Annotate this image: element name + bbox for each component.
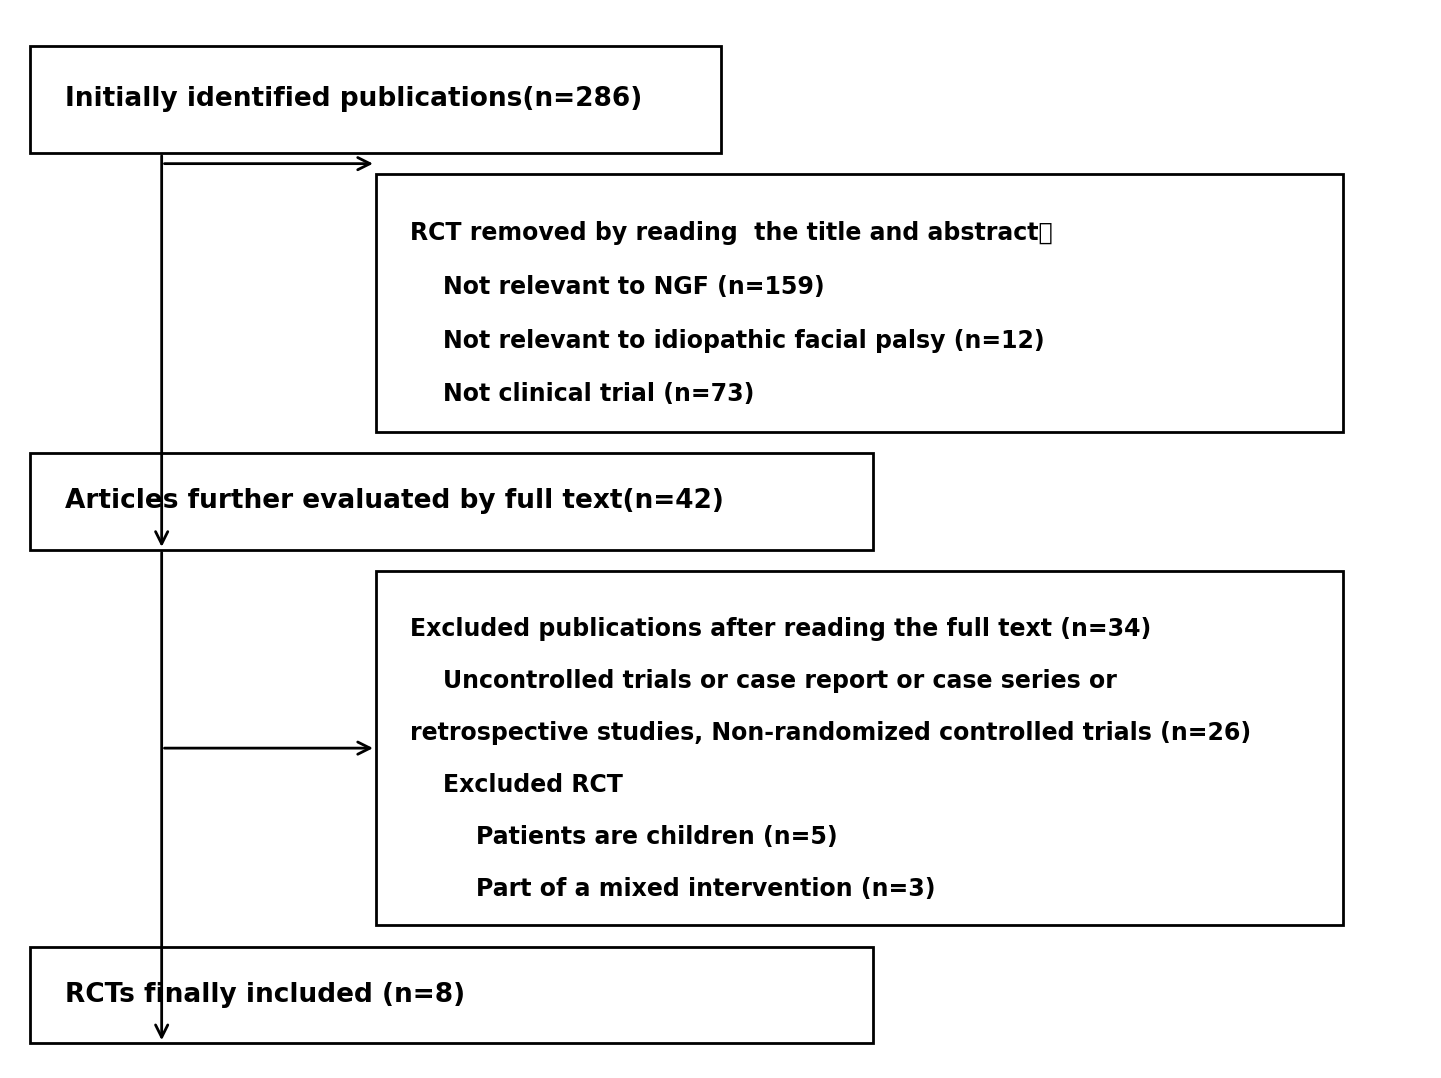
Text: Excluded publications after reading the full text (n=34): Excluded publications after reading the …	[411, 618, 1151, 641]
Text: RCTs finally included (n=8): RCTs finally included (n=8)	[65, 982, 465, 1008]
Text: Articles further evaluated by full text(n=42): Articles further evaluated by full text(…	[65, 488, 723, 514]
Bar	[376, 175, 1343, 432]
Bar	[376, 571, 1343, 925]
Bar	[30, 45, 722, 153]
Text: RCT removed by reading  the title and abstract：: RCT removed by reading the title and abs…	[411, 221, 1053, 246]
Text: Patients are children (n=5): Patients are children (n=5)	[411, 826, 839, 849]
Bar	[30, 946, 873, 1044]
Bar	[30, 453, 873, 550]
Text: Not relevant to idiopathic facial palsy (n=12): Not relevant to idiopathic facial palsy …	[411, 329, 1045, 353]
Text: Initially identified publications(n=286): Initially identified publications(n=286)	[65, 86, 643, 112]
Text: Not relevant to NGF (n=159): Not relevant to NGF (n=159)	[411, 275, 826, 299]
Text: Part of a mixed intervention (n=3): Part of a mixed intervention (n=3)	[411, 877, 935, 901]
Text: Excluded RCT: Excluded RCT	[411, 773, 624, 798]
Text: Not clinical trial (n=73): Not clinical trial (n=73)	[411, 383, 755, 406]
Text: retrospective studies, Non-randomized controlled trials (n=26): retrospective studies, Non-randomized co…	[411, 721, 1251, 745]
Text: Uncontrolled trials or case report or case series or: Uncontrolled trials or case report or ca…	[411, 669, 1117, 693]
